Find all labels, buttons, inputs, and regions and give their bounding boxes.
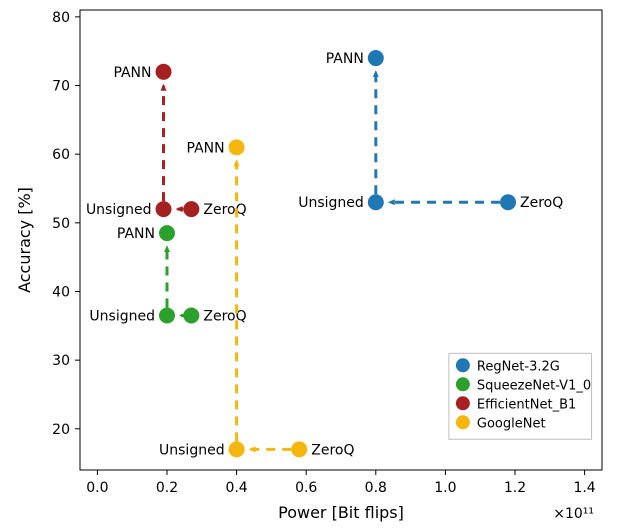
data-point [229, 139, 245, 155]
x-tick-label: 1.0 [434, 480, 456, 496]
chart-svg: 0.0 0.2 0.4 0.6 0.8 1.0 1.2 1.4 20 30 40 50 60 70 80 Po… [0, 0, 622, 528]
y-tick-label: 20 [52, 422, 70, 438]
legend-marker [456, 396, 470, 410]
data-point [159, 225, 175, 241]
y-tick-label: 30 [52, 353, 70, 369]
y-tick-label: 40 [52, 284, 70, 300]
legend-marker [456, 415, 470, 429]
x-tick-label: 0.6 [295, 480, 317, 496]
x-tick-label: 0.0 [86, 480, 108, 496]
data-point [368, 194, 384, 210]
legend-marker [456, 377, 470, 391]
legend-label: RegNet-3.2G [477, 359, 560, 374]
data-point [183, 308, 199, 324]
x-exponent-label: ×10¹¹ [553, 506, 594, 522]
x-tick-label: 1.2 [504, 480, 526, 496]
data-point [156, 64, 172, 80]
point-label: Unsigned [86, 202, 152, 218]
point-label: PANN [113, 65, 151, 81]
y-tick-label: 80 [52, 10, 70, 26]
data-point [159, 308, 175, 324]
point-label: PANN [326, 51, 364, 67]
legend-label: GoogleNet [477, 416, 546, 431]
x-tick-label: 0.8 [365, 480, 387, 496]
y-axis-label: Accuracy [%] [15, 187, 34, 293]
data-point [500, 194, 516, 210]
point-label: PANN [187, 140, 225, 156]
point-label: ZeroQ [203, 309, 246, 325]
legend-label: EfficientNet_B1 [477, 397, 576, 412]
data-point [229, 441, 245, 457]
y-tick-label: 50 [52, 216, 70, 232]
accuracy-vs-power-chart: 0.0 0.2 0.4 0.6 0.8 1.0 1.2 1.4 20 30 40 50 60 70 80 Po… [0, 0, 622, 528]
point-label: Unsigned [298, 195, 364, 211]
data-point [291, 441, 307, 457]
data-point [183, 201, 199, 217]
legend-label: SqueezeNet-V1_0 [477, 378, 591, 393]
x-axis-label: Power [Bit flips] [278, 503, 404, 522]
point-label: Unsigned [159, 442, 225, 458]
point-label: ZeroQ [311, 442, 354, 458]
legend-marker [456, 358, 470, 372]
data-point [156, 201, 172, 217]
point-label: ZeroQ [520, 195, 563, 211]
point-label: Unsigned [89, 309, 155, 325]
data-point [368, 50, 384, 66]
x-tick-label: 1.4 [573, 480, 595, 496]
point-label: PANN [117, 226, 155, 242]
y-tick-label: 70 [52, 79, 70, 95]
x-tick-label: 0.2 [156, 480, 178, 496]
x-tick-label: 0.4 [225, 480, 247, 496]
y-tick-label: 60 [52, 147, 70, 163]
point-label: ZeroQ [203, 202, 246, 218]
